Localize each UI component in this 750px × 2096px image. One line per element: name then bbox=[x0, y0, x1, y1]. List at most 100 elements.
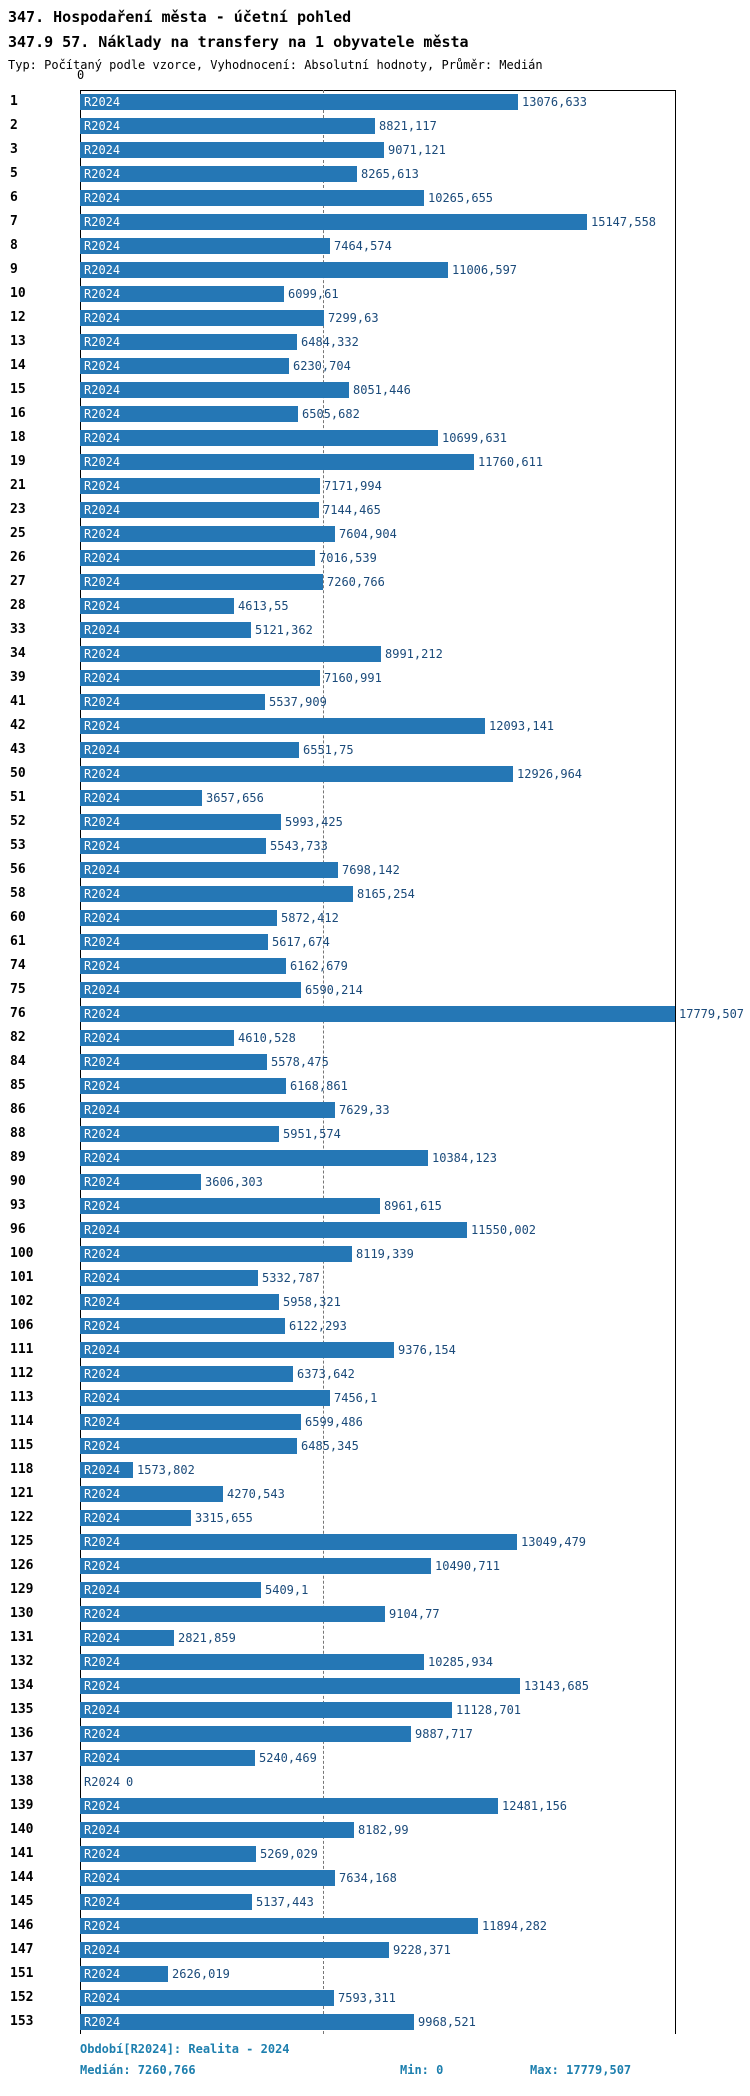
bar-series-label: R2024 bbox=[84, 1895, 121, 1909]
bar: R2024 bbox=[80, 1150, 428, 1166]
bar: R2024 bbox=[80, 310, 324, 326]
bar: R2024 bbox=[80, 1798, 498, 1814]
row-number: 146 bbox=[10, 1918, 34, 1933]
bar-value-label: 3606,303 bbox=[205, 1175, 263, 1189]
row-number: 8 bbox=[10, 238, 18, 253]
bar: R2024 bbox=[80, 238, 330, 254]
bar-series-label: R2024 bbox=[84, 359, 121, 373]
row-number: 113 bbox=[10, 1390, 34, 1405]
bar-value-label: 2626,019 bbox=[172, 1967, 230, 1981]
bar-series-label: R2024 bbox=[84, 1607, 121, 1621]
row-number: 33 bbox=[10, 622, 26, 637]
chart-row: 8 R2024 7464,574 bbox=[0, 234, 750, 258]
bar-series-label: R2024 bbox=[84, 479, 121, 493]
bar: R2024 bbox=[80, 1846, 256, 1862]
footer-period: Období[R2024]: Realita - 2024 bbox=[80, 2042, 290, 2056]
bar-series-label: R2024 bbox=[84, 1847, 121, 1861]
chart-row: 114 R2024 6599,486 bbox=[0, 1410, 750, 1434]
row-number: 147 bbox=[10, 1942, 34, 1957]
row-number: 15 bbox=[10, 382, 26, 397]
chart-row: 101 R2024 5332,787 bbox=[0, 1266, 750, 1290]
bar-value-label: 5121,362 bbox=[255, 623, 313, 637]
bar-series-label: R2024 bbox=[84, 911, 121, 925]
chart-meta: Typ: Počítaný podle vzorce, Vyhodnocení:… bbox=[8, 58, 543, 72]
row-number: 139 bbox=[10, 1798, 34, 1813]
bar: R2024 bbox=[80, 766, 513, 782]
chart-subtitle: 347.9 57. Náklady na transfery na 1 obyv… bbox=[8, 33, 469, 51]
bar: R2024 bbox=[80, 454, 474, 470]
bar-value-label: 7698,142 bbox=[342, 863, 400, 877]
row-number: 34 bbox=[10, 646, 26, 661]
bar-value-label: 11128,701 bbox=[456, 1703, 522, 1717]
bar-series-label: R2024 bbox=[84, 143, 121, 157]
chart-row: 113 R2024 7456,1 bbox=[0, 1386, 750, 1410]
bar: R2024 bbox=[80, 1006, 675, 1022]
chart-row: 146 R2024 11894,282 bbox=[0, 1914, 750, 1938]
chart-row: 153 R2024 9968,521 bbox=[0, 2010, 750, 2034]
bar-series-label: R2024 bbox=[84, 1295, 121, 1309]
chart-row: 86 R2024 7629,33 bbox=[0, 1098, 750, 1122]
bar-series-label: R2024 bbox=[84, 1031, 121, 1045]
chart-row: 129 R2024 5409,1 bbox=[0, 1578, 750, 1602]
bar-value-label: 8051,446 bbox=[353, 383, 411, 397]
bar-series-label: R2024 bbox=[84, 1271, 121, 1285]
bar-value-label: 6168,861 bbox=[290, 1079, 348, 1093]
bar-series-label: R2024 bbox=[84, 719, 121, 733]
bar-value-label: 15147,558 bbox=[591, 215, 657, 229]
bar-value-label: 9071,121 bbox=[388, 143, 446, 157]
chart-row: 1 R2024 13076,633 bbox=[0, 90, 750, 114]
bar-series-label: R2024 bbox=[84, 1439, 121, 1453]
row-number: 132 bbox=[10, 1654, 34, 1669]
bar: R2024 bbox=[80, 1102, 335, 1118]
chart-row: 102 R2024 5958,321 bbox=[0, 1290, 750, 1314]
bar: R2024 bbox=[80, 742, 299, 758]
chart-row: 28 R2024 4613,55 bbox=[0, 594, 750, 618]
row-number: 135 bbox=[10, 1702, 34, 1717]
chart-row: 42 R2024 12093,141 bbox=[0, 714, 750, 738]
bar-value-label: 11894,282 bbox=[482, 1919, 548, 1933]
bar: R2024 bbox=[80, 526, 335, 542]
bar: R2024 bbox=[80, 1606, 385, 1622]
bar: R2024 bbox=[80, 118, 375, 134]
footer-min: Min: 0 bbox=[400, 2063, 444, 2077]
bar-value-label: 7144,465 bbox=[323, 503, 381, 517]
bar-value-label: 13049,479 bbox=[521, 1535, 587, 1549]
bar: R2024 bbox=[80, 1510, 191, 1526]
chart-header: 347. Hospodaření města - účetní pohled 3… bbox=[8, 8, 543, 72]
bar-series-label: R2024 bbox=[84, 503, 121, 517]
bar-value-label: 17779,507 bbox=[679, 1007, 745, 1021]
row-number: 86 bbox=[10, 1102, 26, 1117]
bar-value-label: 6590,214 bbox=[305, 983, 363, 997]
chart-row: 131 R2024 2821,859 bbox=[0, 1626, 750, 1650]
bar-series-label: R2024 bbox=[84, 743, 121, 757]
bar-value-label: 5409,1 bbox=[265, 1583, 309, 1597]
chart-row: 25 R2024 7604,904 bbox=[0, 522, 750, 546]
row-number: 90 bbox=[10, 1174, 26, 1189]
bar: R2024 bbox=[80, 190, 424, 206]
bar-series-label: R2024 bbox=[84, 1679, 121, 1693]
bar: R2024 bbox=[80, 670, 320, 686]
row-number: 141 bbox=[10, 1846, 34, 1861]
bar-value-label: 7464,574 bbox=[334, 239, 392, 253]
bar-series-label: R2024 bbox=[84, 599, 121, 613]
bar-value-label: 6551,75 bbox=[303, 743, 354, 757]
bar: R2024 bbox=[80, 430, 438, 446]
bar-value-label: 12093,141 bbox=[489, 719, 555, 733]
bar: R2024 bbox=[80, 1678, 520, 1694]
row-number: 13 bbox=[10, 334, 26, 349]
bar-value-label: 11006,597 bbox=[452, 263, 518, 277]
bar: R2024 bbox=[80, 286, 284, 302]
bar-series-label: R2024 bbox=[84, 671, 121, 685]
bar-series-label: R2024 bbox=[84, 1319, 121, 1333]
bar-series-label: R2024 bbox=[84, 839, 121, 853]
bar-value-label: 10384,123 bbox=[432, 1151, 498, 1165]
bar-series-label: R2024 bbox=[84, 263, 121, 277]
bar: R2024 bbox=[80, 1294, 279, 1310]
row-number: 21 bbox=[10, 478, 26, 493]
chart-row: 125 R2024 13049,479 bbox=[0, 1530, 750, 1554]
row-number: 122 bbox=[10, 1510, 34, 1525]
bar: R2024 bbox=[80, 1222, 467, 1238]
row-number: 53 bbox=[10, 838, 26, 853]
bar: R2024 bbox=[80, 502, 319, 518]
bar-series-label: R2024 bbox=[84, 191, 121, 205]
